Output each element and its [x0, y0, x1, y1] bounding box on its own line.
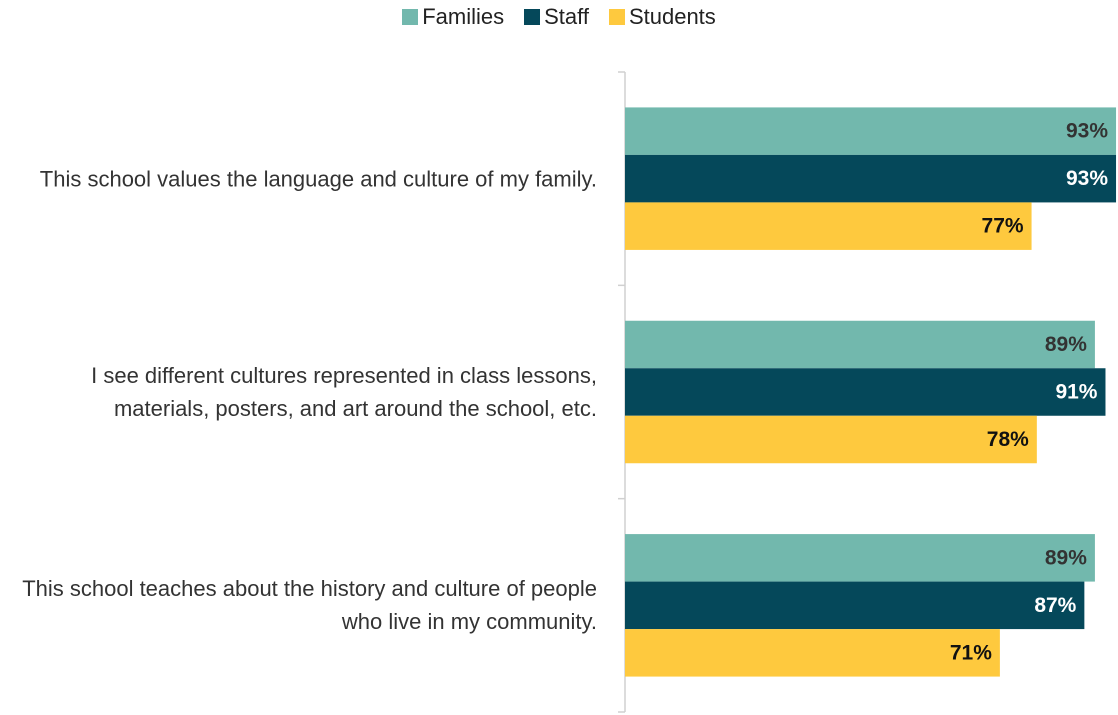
bar: [625, 534, 1095, 582]
bar: [625, 107, 1117, 155]
bar: [625, 154, 1117, 203]
value-label: 71%: [950, 641, 992, 664]
bar: [625, 415, 1037, 464]
legend-label: Families: [422, 4, 505, 29]
legend: Families Staff Students: [0, 4, 1118, 30]
value-label: 89%: [1045, 333, 1087, 356]
category-label: This school values the language and cult…: [39, 166, 597, 192]
bar: [625, 202, 1032, 250]
legend-item: Families: [402, 4, 504, 30]
legend-label: Staff: [544, 4, 589, 29]
legend-swatch: [402, 9, 419, 25]
legend-label: Students: [628, 4, 716, 29]
legend-item: Staff: [524, 4, 589, 30]
bar: [625, 320, 1095, 369]
value-label: 87%: [1034, 594, 1076, 617]
legend-swatch: [524, 9, 541, 25]
bar: [625, 629, 1000, 677]
value-label: 93%: [1066, 167, 1108, 190]
value-label: 91%: [1055, 381, 1097, 404]
value-label: 77%: [982, 215, 1024, 238]
legend-swatch: [608, 9, 625, 25]
category-label: I see different cultures represented in …: [91, 363, 597, 421]
category-label: This school teaches about the history an…: [22, 576, 597, 635]
bar: [625, 581, 1085, 630]
value-label: 89%: [1045, 546, 1087, 569]
legend-item: Students: [608, 4, 716, 30]
value-label: 78%: [987, 428, 1029, 451]
value-label: 93%: [1066, 120, 1108, 143]
bar: [625, 368, 1106, 416]
